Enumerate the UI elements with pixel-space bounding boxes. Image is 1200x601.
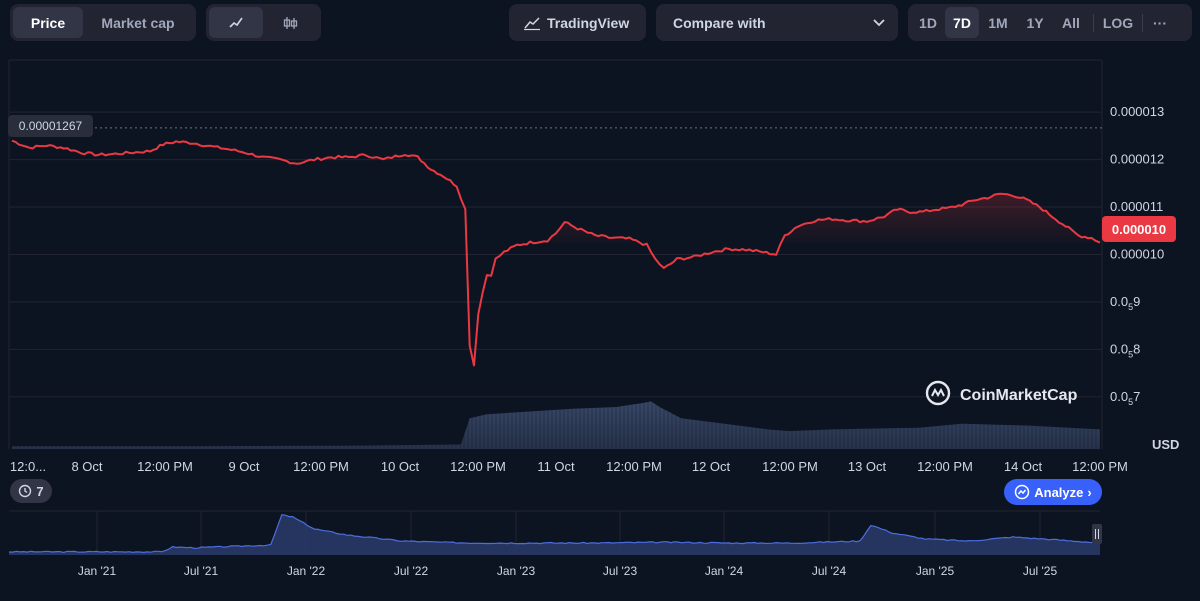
overview-date-label: Jan '23	[497, 564, 536, 578]
range-1d[interactable]: 1D	[919, 14, 937, 31]
y-tick-label: 0.000012	[1110, 152, 1164, 167]
compare-label: Compare with	[673, 14, 766, 31]
y-tick-label: 0.059	[1110, 294, 1140, 312]
overview-area	[9, 514, 1100, 555]
divider	[1093, 13, 1094, 32]
overview-line	[8, 514, 1101, 554]
watermark-text: CoinMarketCap	[960, 387, 1078, 404]
overview-date-label: Jan '22	[287, 564, 326, 578]
currency-label: USD	[1152, 437, 1179, 452]
compare-select[interactable]: Compare with	[656, 4, 898, 41]
analyze-icon	[1015, 484, 1030, 500]
x-tick-label: 12:00 PM	[293, 459, 349, 474]
x-tick-label: 12:00 PM	[917, 459, 973, 474]
range-toggle: 1D 7D 1M 1Y All LOG ···	[908, 4, 1192, 41]
price-area	[469, 193, 1101, 243]
x-tick-label: 12:00 PM	[1072, 459, 1128, 474]
x-tick-label: 12:00 PM	[450, 459, 506, 474]
overview-date-label: Jul '25	[1023, 564, 1058, 578]
price-chart: 0.000013 0.000012 0.000011 0.000010 0.059 0.0…	[8, 59, 1179, 474]
y-tick-label: 0.000010	[1110, 246, 1164, 261]
range-1y[interactable]: 1Y	[1026, 14, 1044, 31]
x-tick-label: 12:00 PM	[762, 459, 818, 474]
market-cap-tab[interactable]: Market cap	[101, 14, 175, 31]
volume-area	[12, 401, 1100, 449]
chart-mode-toggle	[206, 4, 321, 41]
x-tick-label: 12:00 PM	[606, 459, 662, 474]
tradingview-button[interactable]: TradingView	[509, 4, 646, 41]
range-all[interactable]: All	[1062, 14, 1080, 31]
range-1m[interactable]: 1M	[988, 14, 1008, 31]
x-tick-label: 11 Oct	[537, 459, 575, 474]
chevron-down-icon	[873, 18, 885, 26]
price-tab[interactable]: Price	[13, 7, 83, 38]
metric-toggle: Price Market cap	[10, 4, 196, 41]
overview-navigator[interactable]: Jan '21 Jul '21 Jan '22 Jul '22 Jan '23 Jul '…	[0, 505, 1200, 595]
analyze-label: Analyze	[1034, 484, 1084, 500]
overview-date-label: Jan '24	[705, 564, 744, 578]
x-tick-label: 13 Oct	[848, 459, 887, 474]
log-toggle[interactable]: LOG	[1102, 14, 1134, 31]
overview-date-label: Jul '23	[603, 564, 638, 578]
history-button[interactable]: 7	[10, 479, 52, 503]
overview-date-label: Jul '22	[394, 564, 429, 578]
overview-date-label: Jan '21	[78, 564, 117, 578]
coinmarketcap-watermark: CoinMarketCap	[925, 380, 1078, 406]
navigator-handle[interactable]	[1092, 524, 1102, 544]
x-tick-label: 14 Oct	[1004, 459, 1043, 474]
chevron-right-icon: ›	[1087, 484, 1092, 500]
analyze-button[interactable]: Analyze ›	[1004, 479, 1102, 505]
history-icon	[19, 484, 32, 498]
start-price-badge: 0.00001267	[8, 115, 93, 137]
y-tick-label: 0.058	[1110, 341, 1140, 359]
tradingview-icon	[524, 16, 540, 30]
line-chart-icon[interactable]	[209, 7, 263, 38]
candlestick-icon[interactable]	[263, 7, 317, 38]
x-tick-label: 10 Oct	[381, 459, 420, 474]
tradingview-label: TradingView	[547, 14, 630, 31]
x-tick-label: 8 Oct	[71, 459, 102, 474]
y-tick-label: 0.057	[1110, 389, 1140, 407]
overview-date-label: Jul '21	[184, 564, 219, 578]
y-tick-label: 0.000013	[1110, 104, 1164, 119]
current-price-badge: 0.000010	[1102, 216, 1176, 242]
divider	[1142, 13, 1143, 32]
range-7d[interactable]: 7D	[945, 7, 979, 38]
x-tick-label: 12:00 PM	[137, 459, 193, 474]
y-tick-label: 0.000011	[1110, 199, 1163, 214]
overview-date-label: Jan '25	[916, 564, 955, 578]
x-tick-label: 12 Oct	[692, 459, 731, 474]
x-tick-label: 9 Oct	[228, 459, 259, 474]
price-line	[11, 139, 1101, 367]
history-count: 7	[36, 483, 44, 499]
x-tick-label: 12:0...	[10, 459, 46, 474]
more-options-button[interactable]: ···	[1153, 14, 1167, 31]
overview-date-label: Jul '24	[812, 564, 847, 578]
